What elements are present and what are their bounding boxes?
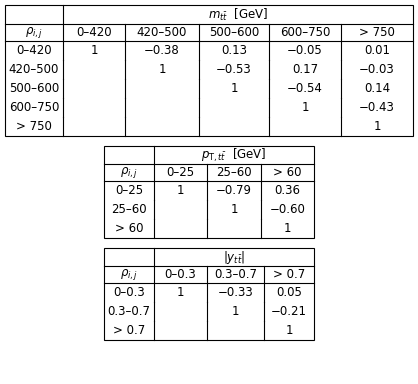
Text: 420–500: 420–500 [9, 63, 59, 76]
Text: 1: 1 [177, 184, 184, 197]
Text: 0–0.3: 0–0.3 [113, 286, 145, 299]
Text: $|y_{t\bar{t}}|$: $|y_{t\bar{t}}|$ [223, 248, 245, 265]
Text: 420–500: 420–500 [137, 26, 187, 39]
Text: 0.17: 0.17 [292, 63, 318, 76]
Text: 500–600: 500–600 [209, 26, 259, 39]
Text: > 750: > 750 [359, 26, 395, 39]
Bar [104, 248, 314, 340]
Text: 25–60: 25–60 [216, 166, 252, 179]
Text: 0.3–0.7: 0.3–0.7 [107, 305, 150, 318]
Text: 0–25: 0–25 [115, 184, 143, 197]
Text: > 60: > 60 [115, 222, 143, 235]
Text: −0.60: −0.60 [270, 203, 306, 216]
Text: $\rho_{i,j}$: $\rho_{i,j}$ [120, 165, 138, 180]
Text: 0–420: 0–420 [16, 44, 52, 57]
Text: 0–0.3: 0–0.3 [165, 268, 196, 281]
Text: 0.14: 0.14 [364, 82, 390, 95]
Text: −0.79: −0.79 [216, 184, 252, 197]
Text: $\rho_{i,j}$: $\rho_{i,j}$ [120, 267, 138, 282]
Text: 1: 1 [373, 120, 381, 133]
Text: 600–750: 600–750 [280, 26, 330, 39]
Text: −0.54: −0.54 [287, 82, 323, 95]
Text: 500–600: 500–600 [9, 82, 59, 95]
Text: 1: 1 [230, 82, 238, 95]
Text: 25–60: 25–60 [111, 203, 147, 216]
Text: 1: 1 [158, 63, 166, 76]
Text: 1: 1 [284, 222, 291, 235]
Text: −0.05: −0.05 [287, 44, 323, 57]
Text: $p_{\mathrm{T},t\bar{t}}$  [GeV]: $p_{\mathrm{T},t\bar{t}}$ [GeV] [201, 146, 267, 164]
Text: 0–25: 0–25 [166, 166, 194, 179]
Text: $m_{t\bar{t}}$  [GeV]: $m_{t\bar{t}}$ [GeV] [208, 7, 268, 23]
Text: 1: 1 [301, 101, 309, 114]
Text: > 60: > 60 [273, 166, 302, 179]
Text: 1: 1 [90, 44, 98, 57]
Text: 0.01: 0.01 [364, 44, 390, 57]
Text: −0.21: −0.21 [271, 305, 307, 318]
Text: > 0.7: > 0.7 [113, 324, 145, 337]
Text: 0.3–0.7: 0.3–0.7 [214, 268, 257, 281]
Text: −0.38: −0.38 [144, 44, 180, 57]
Text: 1: 1 [230, 203, 238, 216]
Bar [5, 5, 413, 136]
Text: $\rho_{i,j}$: $\rho_{i,j}$ [25, 25, 43, 40]
Text: 0.36: 0.36 [275, 184, 301, 197]
Text: −0.33: −0.33 [218, 286, 253, 299]
Text: > 0.7: > 0.7 [273, 268, 305, 281]
Text: 0.13: 0.13 [221, 44, 247, 57]
Text: > 750: > 750 [16, 120, 52, 133]
Text: 0–420: 0–420 [76, 26, 112, 39]
Text: −0.03: −0.03 [359, 63, 395, 76]
Text: 1: 1 [177, 286, 184, 299]
Text: 0.05: 0.05 [276, 286, 302, 299]
Text: −0.53: −0.53 [216, 63, 252, 76]
Text: 1: 1 [285, 324, 293, 337]
Text: 600–750: 600–750 [9, 101, 59, 114]
Text: 1: 1 [232, 305, 239, 318]
Bar [104, 146, 314, 238]
Text: −0.43: −0.43 [359, 101, 395, 114]
